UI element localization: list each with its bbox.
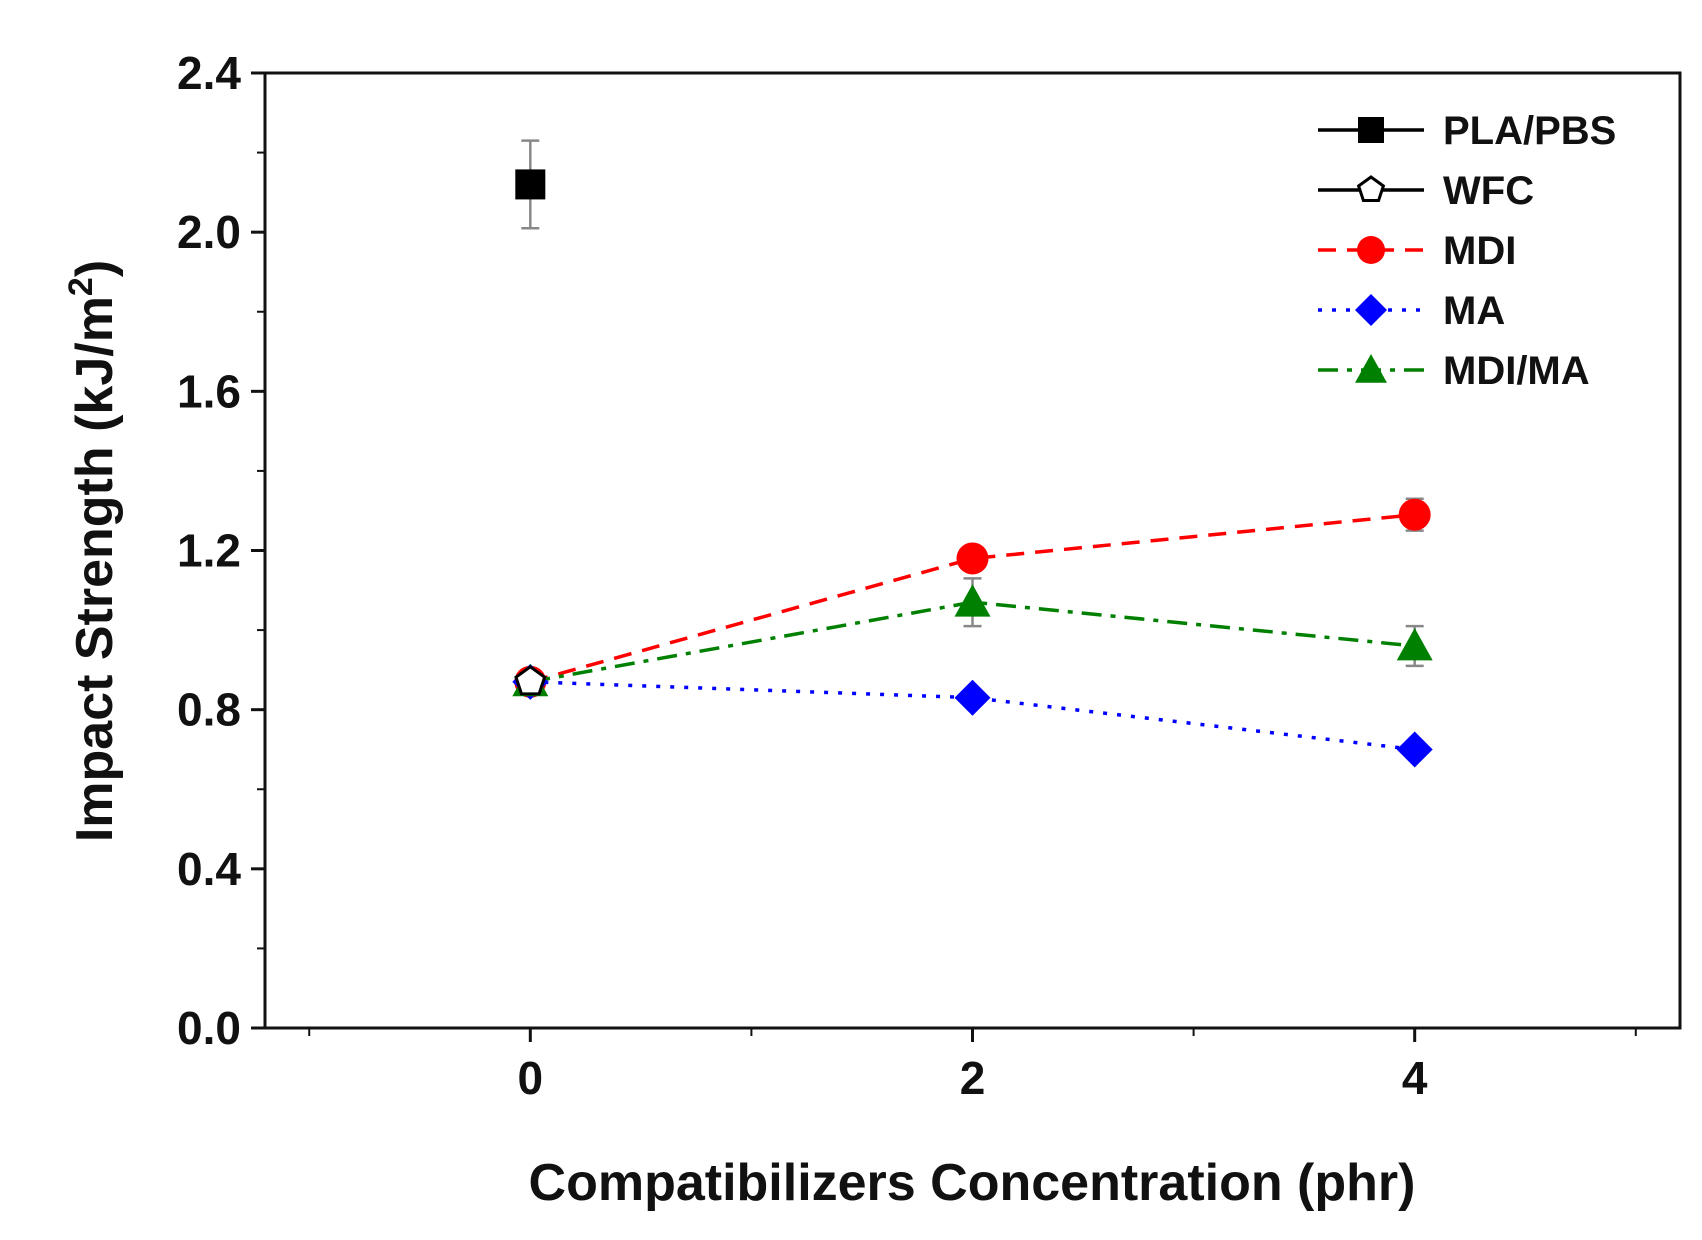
y-axis-title-superscript: 2	[62, 277, 100, 296]
y-axis-title-main: Impact Strength (kJ/m	[66, 296, 124, 842]
y-axis-ticks: 0.0 0.4 0.8 1.2 1.6 2.0 2.4	[177, 47, 265, 1054]
y-tick-label: 0.8	[177, 684, 241, 736]
y-tick-label: 0.4	[177, 843, 241, 895]
y-tick-label: 1.2	[177, 525, 241, 577]
marker-mdi-ma	[954, 584, 991, 617]
legend-label-pla-pbs: PLA/PBS	[1443, 109, 1616, 153]
marker-ma	[954, 679, 991, 716]
legend-marker-pla-pbs	[1358, 117, 1384, 143]
legend-marker-mdi-ma	[1355, 354, 1387, 383]
x-axis-ticks: 0 2 4	[308, 1028, 1637, 1104]
x-tick-label: 0	[518, 1052, 544, 1104]
x-tick-label: 4	[1402, 1052, 1428, 1104]
legend-marker-wfc	[1356, 175, 1386, 202]
marker-ma	[1396, 731, 1433, 768]
y-tick-label: 0.0	[177, 1002, 241, 1054]
x-tick-label: 2	[960, 1052, 986, 1104]
marker-pla-pbs	[515, 169, 546, 200]
y-axis-title-close: )	[66, 260, 124, 277]
legend-label-ma: MA	[1443, 289, 1505, 333]
marker-mdi-ma	[1396, 628, 1433, 661]
legend-marker-mdi	[1357, 236, 1385, 264]
y-axis-title: Impact Strength (kJ/m2)	[62, 260, 124, 842]
legend-label-mdi-ma: MDI/MA	[1443, 349, 1590, 393]
legend-label-mdi: MDI	[1443, 229, 1516, 273]
legend: PLA/PBS WFC MDI MA MDI/MA	[1318, 109, 1616, 393]
error-bars	[521, 139, 1424, 759]
y-tick-label: 2.0	[177, 206, 241, 258]
y-tick-label: 1.6	[177, 365, 241, 417]
series-line-mdi	[529, 512, 1415, 684]
x-axis-title: Compatibilizers Concentration (phr)	[529, 1154, 1416, 1212]
legend-marker-ma	[1355, 294, 1387, 326]
marker-mdi	[1398, 498, 1431, 531]
marker-wfc	[514, 664, 547, 696]
y-tick-label: 2.4	[177, 47, 241, 99]
series-markers	[512, 169, 1433, 768]
marker-mdi	[956, 542, 989, 575]
legend-label-wfc: WFC	[1443, 169, 1534, 213]
